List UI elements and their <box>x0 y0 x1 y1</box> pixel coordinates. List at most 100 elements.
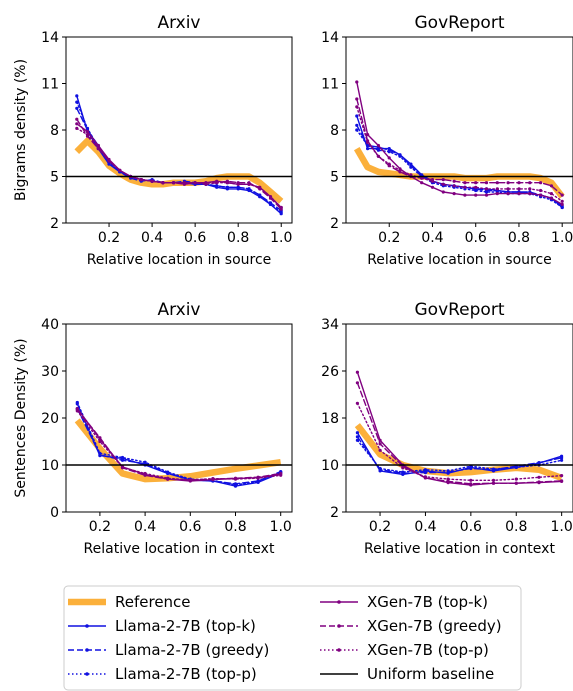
data-point <box>560 474 564 478</box>
data-point <box>366 143 370 148</box>
data-point <box>491 481 496 485</box>
chart-title: GovReport <box>415 300 505 320</box>
data-point <box>166 470 170 474</box>
data-point <box>560 205 564 210</box>
data-point <box>75 100 79 104</box>
data-point <box>560 458 564 462</box>
data-point <box>484 193 489 197</box>
legend-item-xgen-greedy: XGen-7B (greedy) <box>320 617 502 635</box>
data-point <box>514 477 518 481</box>
y-axis-label: Sentences Density (%) <box>13 338 29 497</box>
data-point <box>236 182 240 186</box>
data-point <box>495 187 499 191</box>
data-point <box>387 156 391 160</box>
data-point <box>188 478 192 482</box>
series-line-xgen-topk <box>356 81 563 206</box>
legend-marker <box>85 648 89 652</box>
y-tick-label: 10 <box>321 458 339 474</box>
data-point <box>398 154 402 158</box>
data-point <box>474 181 478 185</box>
data-point <box>211 477 215 481</box>
y-tick-label: 34 <box>321 317 339 333</box>
data-point <box>528 187 532 191</box>
y-tick-label: 14 <box>321 30 339 46</box>
data-point <box>120 458 125 462</box>
x-tick-label: 0.6 <box>179 519 201 535</box>
data-point <box>182 181 186 185</box>
legend-item-baseline: Uniform baseline <box>320 665 494 683</box>
data-point <box>85 130 90 134</box>
data-point <box>279 473 283 477</box>
data-point <box>143 471 147 476</box>
x-tick-label: 0.4 <box>141 230 163 246</box>
series-line-llama-topp <box>76 401 282 486</box>
data-point <box>236 185 240 189</box>
series-line-llama-topp <box>356 129 563 209</box>
data-point <box>355 435 359 439</box>
legend-marker <box>337 600 341 604</box>
data-point <box>378 438 382 442</box>
data-point <box>98 451 102 455</box>
data-point <box>75 117 79 121</box>
data-point <box>430 179 435 183</box>
data-point <box>446 479 450 483</box>
data-point <box>474 193 478 197</box>
series-group <box>353 80 565 210</box>
data-point <box>143 460 147 464</box>
data-point <box>549 184 554 188</box>
data-point <box>423 475 427 479</box>
series-group <box>74 400 283 488</box>
data-point <box>107 159 111 163</box>
y-tick-label: 10 <box>41 458 59 474</box>
series-line-llama-greedy <box>356 124 563 207</box>
data-point <box>506 187 510 191</box>
data-point <box>355 97 359 101</box>
data-point <box>401 470 405 474</box>
data-point <box>355 105 359 109</box>
data-point <box>491 467 496 471</box>
x-tick-label: 1.0 <box>270 519 292 535</box>
data-point <box>150 179 154 183</box>
y-tick-label: 40 <box>41 317 59 333</box>
data-point <box>355 80 359 84</box>
data-point <box>215 181 219 185</box>
x-tick-label: 1.0 <box>270 230 292 246</box>
data-point <box>506 192 510 196</box>
data-point <box>98 439 102 444</box>
x-tick-label: 0.4 <box>414 519 436 535</box>
series-group <box>354 370 564 487</box>
series-line-llama-greedy <box>76 407 282 485</box>
data-point <box>378 448 382 452</box>
data-point <box>441 182 445 186</box>
data-point <box>75 106 79 110</box>
data-point <box>401 466 405 470</box>
y-tick-label: 11 <box>41 77 59 93</box>
data-point <box>355 401 359 405</box>
y-tick-label: 0 <box>50 505 59 521</box>
data-point <box>441 190 445 194</box>
data-point <box>387 162 391 166</box>
data-point <box>355 370 359 374</box>
data-point <box>549 192 554 196</box>
data-point <box>366 147 370 151</box>
data-point <box>166 476 170 480</box>
data-point <box>247 182 251 186</box>
x-tick-label: 0.6 <box>184 230 206 246</box>
data-point <box>549 196 554 200</box>
x-tick-label: 0.4 <box>134 519 156 535</box>
data-point <box>75 400 79 405</box>
data-point <box>268 195 273 199</box>
data-point <box>233 483 238 487</box>
data-point <box>258 193 262 197</box>
data-point <box>355 114 359 118</box>
legend-label: Llama-2-7B (top-p) <box>115 665 257 683</box>
data-point <box>118 168 122 172</box>
data-point <box>514 481 518 485</box>
data-point <box>279 210 283 214</box>
data-point <box>378 442 382 446</box>
x-axis-label: Relative location in context <box>84 541 275 557</box>
data-point <box>120 455 125 460</box>
chart-panel-2: GovReport 0.2 0.4 0.6 0.8 1.0 2 5 8 11 14 Relative … <box>321 13 573 268</box>
chart-panel-4: GovReport 0.2 0.4 0.6 0.8 1.0 2 10 18 26 34 Relativ… <box>321 300 573 557</box>
data-point <box>495 181 499 185</box>
